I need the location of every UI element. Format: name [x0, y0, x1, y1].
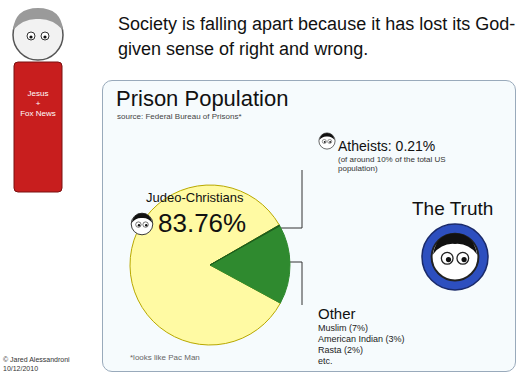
html-text:Judeo-Christians: Judeo-Christians — [146, 190, 244, 205]
html-text:etc.: etc. — [318, 356, 333, 366]
html-text:Society is falling apart becau: Society is falling apart because it has … — [118, 14, 516, 59]
html-text:© Jared Alessandroni: © Jared Alessandroni — [3, 356, 70, 363]
html-text:Prison Population: Prison Population — [116, 86, 289, 111]
html-text:source: Federal Bureau of Pris: source: Federal Bureau of Prisons* — [117, 112, 242, 121]
svg-text:+: + — [36, 99, 41, 108]
html-text:Rasta (2%): Rasta (2%) — [318, 345, 363, 355]
html-text:Muslim (7%): Muslim (7%) — [318, 323, 368, 333]
html-text:10/12/2010: 10/12/2010 — [3, 365, 38, 372]
html-text:83.76%: 83.76% — [158, 208, 247, 238]
html-text:*looks like Pac Man: *looks like Pac Man — [130, 353, 200, 362]
html-text:Other: Other — [318, 305, 356, 322]
svg-text:Jesus: Jesus — [28, 89, 49, 98]
html-text:(of around 10% of the total US: (of around 10% of the total US populatio… — [338, 155, 446, 173]
svg-text:Fox News: Fox News — [20, 109, 56, 118]
html-text:Atheists: 0.21%: Atheists: 0.21% — [338, 138, 436, 154]
html-text:American Indian (3%): American Indian (3%) — [318, 334, 405, 344]
html-text:The Truth: The Truth — [412, 198, 494, 219]
